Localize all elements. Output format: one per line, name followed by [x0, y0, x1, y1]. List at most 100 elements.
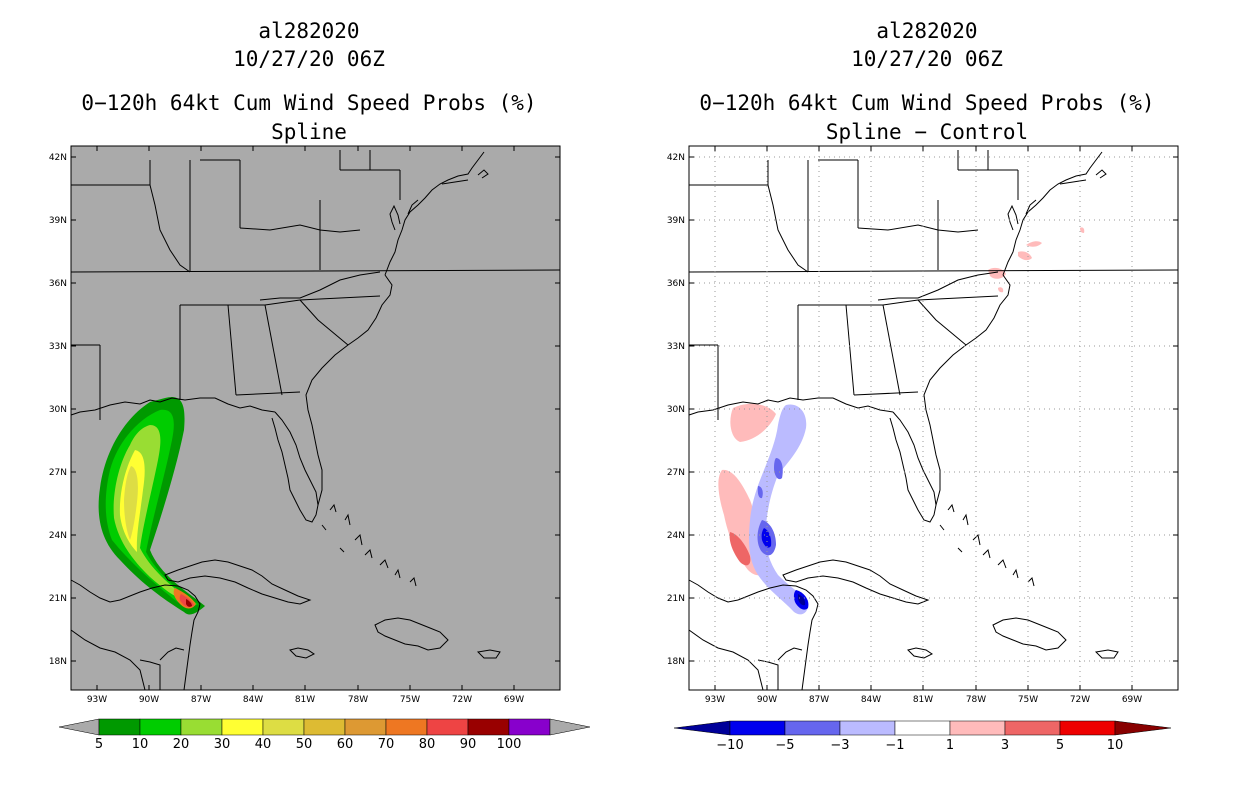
coastlines-borders [70, 150, 561, 691]
lat-label: 27N [667, 468, 685, 478]
colorbar-label: −3 [830, 738, 849, 753]
coastline-segment [70, 269, 561, 273]
coastline-segment [321, 524, 327, 531]
lon-label: 69W [1122, 695, 1142, 705]
colorbar-right: −10 −5 −3 −1 1 3 5 10 [673, 720, 1172, 753]
coastline-segment [757, 659, 779, 690]
colorbar-label: −10 [716, 738, 743, 753]
latitude-labels: 42N 39N 36N 33N 30N 27N 24N 21N 18N [49, 153, 560, 667]
lon-label: 75W [400, 695, 420, 705]
colorbar-swatch [1004, 720, 1061, 736]
lon-label: 93W [705, 695, 725, 705]
coastline-segment [227, 304, 237, 396]
colorbar-left: 5 10 20 30 40 50 60 70 80 90 100 [58, 718, 591, 752]
colorbar-label: 10 [132, 737, 149, 752]
lon-label: 87W [191, 695, 211, 705]
storm-id: al282020 [258, 19, 360, 43]
right-panel: al282020 10/27/20 06Z 0−120h 64kt Cum Wi… [618, 0, 1236, 800]
lat-label: 30N [667, 405, 685, 415]
lat-label: 30N [49, 405, 67, 415]
coastline-segment [164, 559, 312, 605]
probability-contours [98, 396, 205, 615]
datetime: 10/27/20 06Z [851, 47, 1003, 71]
coastline-segment [947, 503, 955, 513]
longitude-labels: 93W 90W 87W 84W 81W 78W 75W 72W 69W [87, 146, 524, 705]
coastline-segment [1007, 204, 1019, 231]
lon-label: 84W [243, 695, 263, 705]
coastline-segment [777, 647, 803, 661]
coastline-segment [1027, 577, 1035, 587]
coastline-segment [737, 584, 819, 691]
map-left: 42N 39N 36N 33N 30N 27N 24N 21N 18N 93W 90W 87W 84W… [49, 145, 561, 705]
coastline-segment [688, 397, 894, 416]
coastlines-borders [688, 150, 1179, 691]
coastline-segment [384, 151, 485, 276]
map-right: 42N 39N 36N 33N 30N 27N 24N 21N 18N 93W 90W 87W 84W… [667, 145, 1179, 705]
colorbar-label: 3 [1001, 738, 1009, 753]
colorbar-label: 60 [337, 737, 354, 752]
colorbar-swatch [1059, 720, 1116, 736]
colorbar-label: −5 [775, 738, 794, 753]
lat-label: 39N [667, 216, 685, 226]
lat-label: 33N [667, 342, 685, 352]
lat-lon-grid [689, 146, 1178, 690]
colorbar-swatch [139, 718, 182, 736]
lon-label: 72W [452, 695, 472, 705]
product-title: 0−120h 64kt Cum Wind Speed Probs (%) [699, 91, 1155, 115]
colorbar-extend [549, 718, 591, 736]
lat-label: 18N [49, 657, 67, 667]
lat-label: 39N [49, 216, 67, 226]
subtitle: Spline − Control [825, 120, 1029, 144]
coastline-segment [441, 179, 469, 185]
colorbar-swatch [98, 718, 141, 736]
coastline-segment [374, 617, 449, 651]
lat-label: 27N [49, 468, 67, 478]
coastline-segment [853, 391, 919, 396]
lat-label: 36N [49, 279, 67, 289]
lon-label: 81W [295, 695, 315, 705]
coastline-segment [477, 169, 489, 179]
colorbar-swatch [784, 720, 841, 736]
map-svg-right: 42N 39N 36N 33N 30N 27N 24N 21N 18N 93W 90W 87W 84W… [667, 145, 1179, 753]
colorbar-label: 5 [1056, 738, 1064, 753]
coastline-segment [235, 391, 301, 396]
coastline-segment [782, 559, 930, 605]
coastline-segment [882, 304, 901, 396]
lat-label: 33N [49, 342, 67, 352]
coastline-segment [476, 649, 501, 659]
colorbar-swatch [729, 720, 786, 736]
coastline-segment [957, 547, 963, 553]
coastline-segment [992, 617, 1067, 651]
colorbar-swatch [426, 718, 469, 736]
longitude-labels: 93W 90W 87W 84W 81W 78W 75W 72W 69W [705, 146, 1142, 705]
coastline-segment [907, 647, 933, 659]
colorbar-swatch [894, 720, 951, 736]
colorbar-label: 1 [946, 738, 954, 753]
coastline-segment [379, 559, 389, 569]
lon-label: 69W [504, 695, 524, 705]
lat-label: 21N [49, 594, 67, 604]
subtitle: Spline [271, 120, 347, 144]
lat-label: 18N [667, 657, 685, 667]
colorbar-swatch [839, 720, 896, 736]
lon-label: 81W [913, 695, 933, 705]
colorbar-swatch [344, 718, 387, 736]
colorbar-swatch [221, 718, 264, 736]
colorbar-swatch [385, 718, 428, 736]
lon-label: 84W [861, 695, 881, 705]
coastline-segment [972, 533, 981, 546]
coastline-segment [1059, 179, 1087, 185]
coastline-segment [339, 547, 345, 553]
colorbar-swatch [262, 718, 305, 736]
colorbar-label: 10 [1107, 738, 1124, 753]
colorbar-swatch [949, 720, 1006, 736]
colorbar-label: −1 [885, 738, 904, 753]
coastline-segment [688, 629, 764, 691]
coastline-segment [939, 524, 945, 531]
coastline-segment [299, 299, 349, 346]
coastline-segment [1025, 199, 1037, 215]
coastline-segment [997, 559, 1007, 569]
coastline-segment [982, 549, 991, 559]
lon-label: 90W [139, 695, 159, 705]
coastline-segment [857, 224, 979, 233]
